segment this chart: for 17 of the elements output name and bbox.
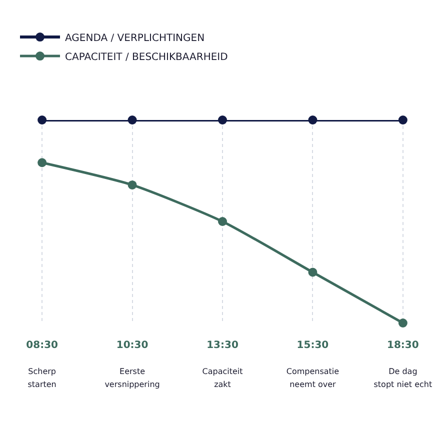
- point: [38, 158, 47, 168]
- point: [218, 217, 227, 226]
- point: [398, 318, 408, 328]
- point: [308, 268, 318, 277]
- point: [218, 116, 227, 124]
- category-label: 15:30 Compensatie neemt over: [286, 340, 340, 389]
- category-label: 18:30 De dag stopt niet echt: [374, 340, 432, 389]
- category-label: 10:30 Eerste versnippering: [104, 340, 160, 389]
- legend-label: AGENDA / VERPLICHTINGEN: [65, 32, 205, 44]
- point: [128, 116, 137, 124]
- category-label: 13:30 Capaciteit zakt: [202, 340, 243, 389]
- point: [128, 180, 137, 190]
- point: [38, 116, 47, 124]
- point: [308, 116, 318, 124]
- point: [398, 116, 408, 124]
- category-label: 08:30 Scherp starten: [26, 340, 58, 389]
- legend-label: CAPACITEIT / BESCHIKBAARHEID: [65, 52, 228, 63]
